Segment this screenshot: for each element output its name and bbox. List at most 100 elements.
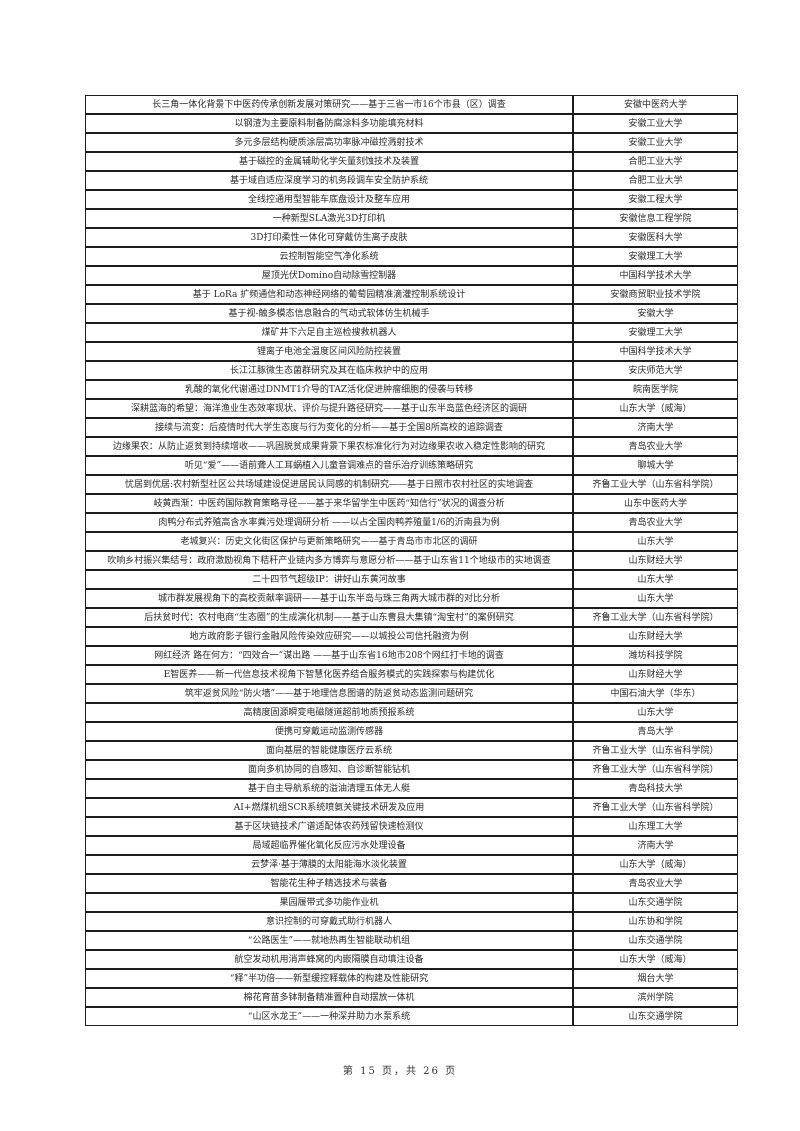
university-cell: 安徽商贸职业技术学院 bbox=[573, 285, 738, 304]
university-cell: 山东交通学院 bbox=[573, 931, 738, 950]
project-title-cell: 全线控通用型智能车底盘设计及整车应用 bbox=[85, 190, 573, 209]
university-cell: 青岛科技大学 bbox=[573, 779, 738, 798]
university-cell: 中国石油大学（华东） bbox=[573, 684, 738, 703]
project-title-cell: 3D打印柔性一体化可穿戴仿生离子皮肤 bbox=[85, 228, 573, 247]
project-title-cell: 地方政府影子银行金融风险传染效应研究——以城投公司信托融资为例 bbox=[85, 627, 573, 646]
table-row: 果园履带式多功能作业机 山东交通学院 bbox=[85, 893, 738, 912]
project-title-cell: 老城复兴：历史文化街区保护与更新策略研究——基于青岛市市北区的调研 bbox=[85, 532, 573, 551]
university-cell: 青岛大学 bbox=[573, 722, 738, 741]
table-row: 地方政府影子银行金融风险传染效应研究——以城投公司信托融资为例 山东财经大学 bbox=[85, 627, 738, 646]
table-row: 长江江豚微生态菌群研究及其在临床救护中的应用 安庆师范大学 bbox=[85, 361, 738, 380]
project-title-cell: 面向多机协同的自感知、自诊断智能钻机 bbox=[85, 760, 573, 779]
university-cell: 山东交通学院 bbox=[573, 893, 738, 912]
university-cell: 山东协和学院 bbox=[573, 912, 738, 931]
university-cell: 济南大学 bbox=[573, 418, 738, 437]
university-cell: 山东大学（威海） bbox=[573, 399, 738, 418]
table-row: 基于视-触多模态信息融合的气动式软体仿生机械手 安徽大学 bbox=[85, 304, 738, 323]
university-cell: 青岛农业大学 bbox=[573, 437, 738, 456]
project-title-cell: 基于自主导航系统的溢油清理五体无人艇 bbox=[85, 779, 573, 798]
table-row: 边缘果农：从防止返贫到持续增收——巩固脱贫成果背景下果农标准化行为对边缘果农收入… bbox=[85, 437, 738, 456]
table-row: 基于域自适应深度学习的机务段调车安全防护系统 合肥工业大学 bbox=[85, 171, 738, 190]
university-cell: 合肥工业大学 bbox=[573, 171, 738, 190]
table-row: 意识控制的可穿戴式助行机器人 山东协和学院 bbox=[85, 912, 738, 931]
table-row: 基于磁控的金属辅助化学矢量刻蚀技术及装置 合肥工业大学 bbox=[85, 152, 738, 171]
table-row: 航空发动机用消声蜂窝的内嵌隔膜自动填注设备 山东大学（威海） bbox=[85, 950, 738, 969]
project-title-cell: 边缘果农：从防止返贫到持续增收——巩固脱贫成果背景下果农标准化行为对边缘果农收入… bbox=[85, 437, 573, 456]
table-row: 云梦泽·基于薄膜的太阳能海水淡化装置 山东大学（威海） bbox=[85, 855, 738, 874]
table-row: 二十四节气超级IP：讲好山东黄河故事 山东大学 bbox=[85, 570, 738, 589]
project-title-cell: 肉鸭分布式养殖高含水率粪污处理调研分析 ——以占全国肉鸭养殖量1/6的沂南县为例 bbox=[85, 513, 573, 532]
table-row: 面向基层的智能健康医疗云系统 齐鲁工业大学（山东省科学院） bbox=[85, 741, 738, 760]
table-row: 乳酸的氧化代谢通过DNMT1介导的TAZ活化促进肿瘤细胞的侵袭与转移 皖南医学院 bbox=[85, 380, 738, 399]
table-row: 高精度固源瞬变电磁隧道超前地质预报系统 山东大学 bbox=[85, 703, 738, 722]
projects-table-body: 长三角一体化背景下中医药传承创新发展对策研究——基于三省一市16个市县（区）调查… bbox=[85, 95, 738, 1026]
project-title-cell: 岐黄西渐：中医药国际教育策略寻径——基于来华留学生中医药“知信行”状况的调查分析 bbox=[85, 494, 573, 513]
university-cell: 安庆师范大学 bbox=[573, 361, 738, 380]
table-row: 棉花育苗多钵制备精准置种自动摆放一体机 滨州学院 bbox=[85, 988, 738, 1007]
project-title-cell: 长三角一体化背景下中医药传承创新发展对策研究——基于三省一市16个市县（区）调查 bbox=[85, 95, 573, 114]
project-title-cell: 二十四节气超级IP：讲好山东黄河故事 bbox=[85, 570, 573, 589]
table-row: 煤矿井下六足自主巡检搜救机器人 安徽理工大学 bbox=[85, 323, 738, 342]
project-title-cell: 高精度固源瞬变电磁隧道超前地质预报系统 bbox=[85, 703, 573, 722]
university-cell: 安徽大学 bbox=[573, 304, 738, 323]
projects-table: 长三角一体化背景下中医药传承创新发展对策研究——基于三省一市16个市县（区）调查… bbox=[85, 95, 738, 1026]
table-row: 多元多层结构硬质涂层高功率脉冲磁控溅射技术 安徽工业大学 bbox=[85, 133, 738, 152]
table-row: “释”半功倍——新型缓控释载体的构建及性能研究 烟台大学 bbox=[85, 969, 738, 988]
table-row: 网红经济 路在何方：“四效合一”谋出路 ——基于山东省16地市208个网红打卡地… bbox=[85, 646, 738, 665]
project-title-cell: 城市群发展视角下的高校贡献率调研——基于山东半岛与珠三角两大城市群的对比分析 bbox=[85, 589, 573, 608]
project-title-cell: 忧居到优居:农村新型社区公共场域建设促进居民认同感的机制研究——基于日照市农村社… bbox=[85, 475, 573, 494]
project-title-cell: 智能花生种子精选技术与装备 bbox=[85, 874, 573, 893]
university-cell: 中国科学技术大学 bbox=[573, 266, 738, 285]
project-title-cell: 局域超临界催化氧化反应污水处理设备 bbox=[85, 836, 573, 855]
project-title-cell: 基于磁控的金属辅助化学矢量刻蚀技术及装置 bbox=[85, 152, 573, 171]
table-row: E智医养——新一代信息技术视角下智慧化医养结合服务模式的实践探索与构建优化 山东财… bbox=[85, 665, 738, 684]
university-cell: 山东大学 bbox=[573, 570, 738, 589]
project-title-cell: 筑牢返贫风险“防火墙”——基于地理信息图谱的防返贫动态监测问题研究 bbox=[85, 684, 573, 703]
university-cell: 中国科学技术大学 bbox=[573, 342, 738, 361]
university-cell: 聊城大学 bbox=[573, 456, 738, 475]
table-row: 吹响乡村振兴集结号：政府激励视角下秸秆产业链内多方博弈与意愿分析——基于山东省1… bbox=[85, 551, 738, 570]
university-cell: 齐鲁工业大学（山东省科学院） bbox=[573, 798, 738, 817]
table-row: 局域超临界催化氧化反应污水处理设备 济南大学 bbox=[85, 836, 738, 855]
university-cell: 齐鲁工业大学（山东省科学院） bbox=[573, 741, 738, 760]
table-row: 基于自主导航系统的溢油清理五体无人艇 青岛科技大学 bbox=[85, 779, 738, 798]
project-title-cell: 屋顶光伏Domino自动除雪控制器 bbox=[85, 266, 573, 285]
table-row: 接续与流变：后疫情时代大学生态度与行为变化的分析——基于全国8所高校的追踪调查济… bbox=[85, 418, 738, 437]
project-title-cell: 基于 LoRa 扩频通信和动态神经网络的葡萄园精准滴灌控制系统设计 bbox=[85, 285, 573, 304]
table-row: 深耕蓝海的希望：海洋渔业生态效率现状、评价与提升路径研究——基于山东半岛蓝色经济… bbox=[85, 399, 738, 418]
project-title-cell: 棉花育苗多钵制备精准置种自动摆放一体机 bbox=[85, 988, 573, 1007]
university-cell: 山东财经大学 bbox=[573, 627, 738, 646]
university-cell: 山东大学 bbox=[573, 589, 738, 608]
table-row: 3D打印柔性一体化可穿戴仿生离子皮肤 安徽医科大学 bbox=[85, 228, 738, 247]
table-row: 基于 LoRa 扩频通信和动态神经网络的葡萄园精准滴灌控制系统设计 安徽商贸职业技… bbox=[85, 285, 738, 304]
university-cell: 齐鲁工业大学（山东省科学院） bbox=[573, 475, 738, 494]
project-title-cell: 乳酸的氧化代谢通过DNMT1介导的TAZ活化促进肿瘤细胞的侵袭与转移 bbox=[85, 380, 573, 399]
university-cell: 山东大学 bbox=[573, 703, 738, 722]
university-cell: 合肥工业大学 bbox=[573, 152, 738, 171]
university-cell: 山东财经大学 bbox=[573, 551, 738, 570]
table-row: 老城复兴：历史文化街区保护与更新策略研究——基于青岛市市北区的调研 山东大学 bbox=[85, 532, 738, 551]
university-cell: 山东大学 bbox=[573, 532, 738, 551]
table-row: 锂离子电池全温度区间风险防控装置 中国科学技术大学 bbox=[85, 342, 738, 361]
university-cell: 青岛农业大学 bbox=[573, 513, 738, 532]
project-title-cell: 意识控制的可穿戴式助行机器人 bbox=[85, 912, 573, 931]
project-title-cell: 面向基层的智能健康医疗云系统 bbox=[85, 741, 573, 760]
project-title-cell: 后扶贫时代：农村电商“生态圈”的生成演化机制——基于山东曹县大集镇“淘宝村”的案… bbox=[85, 608, 573, 627]
project-title-cell: 云梦泽·基于薄膜的太阳能海水淡化装置 bbox=[85, 855, 573, 874]
project-title-cell: 接续与流变：后疫情时代大学生态度与行为变化的分析——基于全国8所高校的追踪调查 bbox=[85, 418, 573, 437]
university-cell: 皖南医学院 bbox=[573, 380, 738, 399]
table-row: 筑牢返贫风险“防火墙”——基于地理信息图谱的防返贫动态监测问题研究 中国石油大学（… bbox=[85, 684, 738, 703]
table-row: 后扶贫时代：农村电商“生态圈”的生成演化机制——基于山东曹县大集镇“淘宝村”的案… bbox=[85, 608, 738, 627]
project-title-cell: E智医养——新一代信息技术视角下智慧化医养结合服务模式的实践探索与构建优化 bbox=[85, 665, 573, 684]
project-title-cell: 长江江豚微生态菌群研究及其在临床救护中的应用 bbox=[85, 361, 573, 380]
project-title-cell: 航空发动机用消声蜂窝的内嵌隔膜自动填注设备 bbox=[85, 950, 573, 969]
table-row: 全线控通用型智能车底盘设计及整车应用 安徽工程大学 bbox=[85, 190, 738, 209]
table-row: 面向多机协同的自感知、自诊断智能钻机 齐鲁工业大学（山东省科学院） bbox=[85, 760, 738, 779]
table-row: 以钢渣为主要原料制备防腐涂料多功能填充材料 安徽工业大学 bbox=[85, 114, 738, 133]
project-title-cell: 便携可穿戴运动监测传感器 bbox=[85, 722, 573, 741]
university-cell: 潍坊科技学院 bbox=[573, 646, 738, 665]
table-row: 基于区块链技术广谱适配体农药残留快速检测仪 山东理工大学 bbox=[85, 817, 738, 836]
project-title-cell: 吹响乡村振兴集结号：政府激励视角下秸秆产业链内多方博弈与意愿分析——基于山东省1… bbox=[85, 551, 573, 570]
project-title-cell: 基于域自适应深度学习的机务段调车安全防护系统 bbox=[85, 171, 573, 190]
table-row: AI+燃煤机组SCR系统喷氨关键技术研发及应用 齐鲁工业大学（山东省科学院） bbox=[85, 798, 738, 817]
